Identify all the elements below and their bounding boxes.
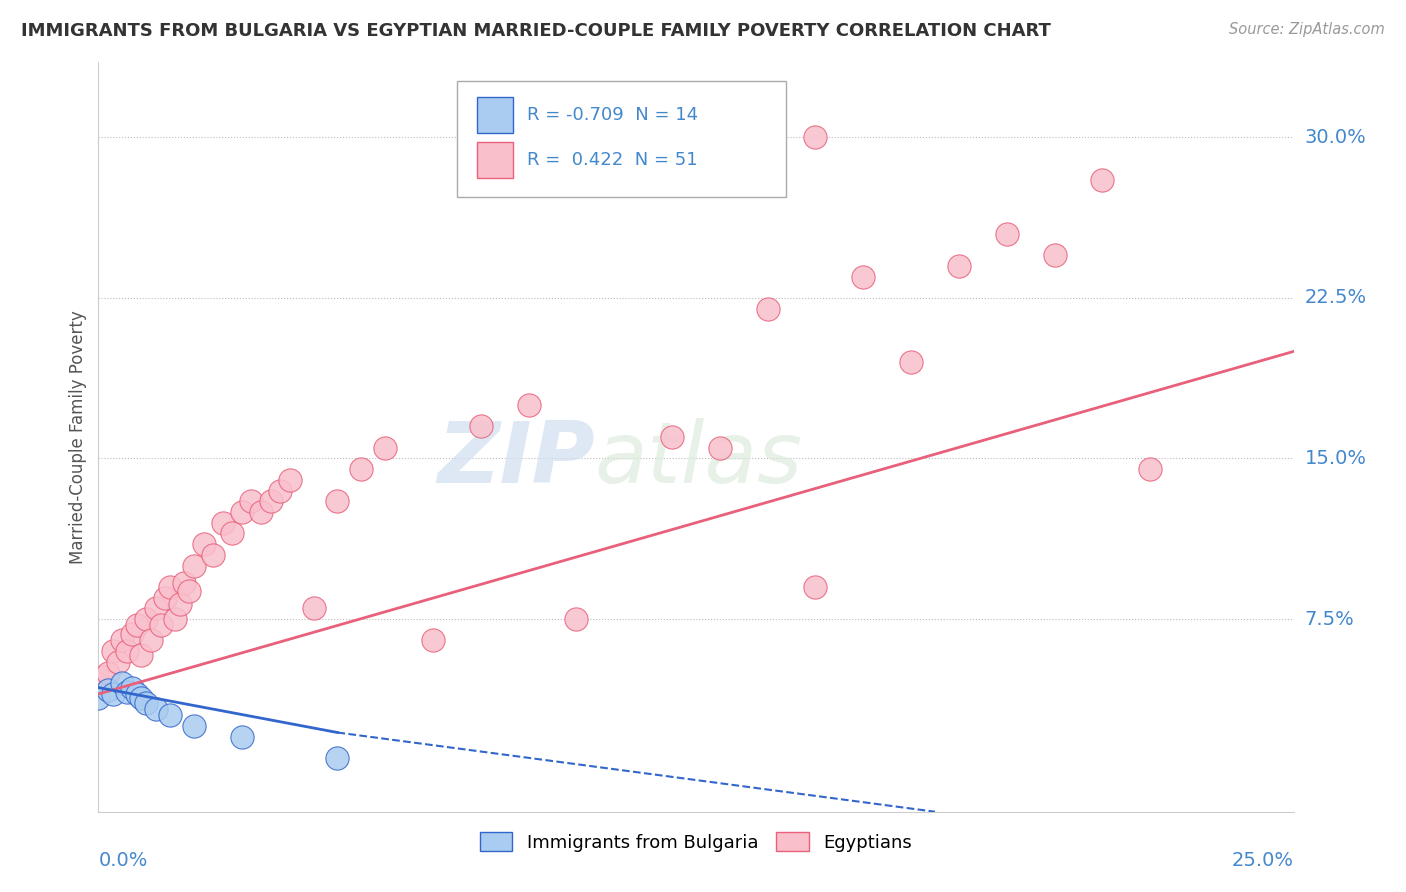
Point — [97, 682, 120, 697]
Text: R = -0.709  N = 14: R = -0.709 N = 14 — [527, 106, 699, 124]
Point — [231, 730, 253, 744]
Point — [125, 687, 148, 701]
Point — [111, 676, 134, 690]
Point — [852, 269, 875, 284]
FancyBboxPatch shape — [477, 97, 513, 133]
Y-axis label: Married-Couple Family Poverty: Married-Couple Family Poverty — [69, 310, 87, 564]
Point — [149, 618, 172, 632]
Point — [565, 612, 588, 626]
Point — [101, 687, 124, 701]
Point — [159, 580, 181, 594]
Point — [804, 580, 827, 594]
Point — [470, 419, 492, 434]
Point — [221, 526, 243, 541]
Point — [326, 494, 349, 508]
Point — [661, 430, 683, 444]
Point — [193, 537, 215, 551]
Point — [163, 612, 186, 626]
Point — [111, 633, 134, 648]
Point — [517, 398, 540, 412]
Point — [250, 505, 273, 519]
Text: R =  0.422  N = 51: R = 0.422 N = 51 — [527, 151, 699, 169]
Point — [125, 618, 148, 632]
Point — [1139, 462, 1161, 476]
Point — [131, 691, 153, 706]
Point — [948, 259, 970, 273]
Text: IMMIGRANTS FROM BULGARIA VS EGYPTIAN MARRIED-COUPLE FAMILY POVERTY CORRELATION C: IMMIGRANTS FROM BULGARIA VS EGYPTIAN MAR… — [21, 22, 1050, 40]
Text: 0.0%: 0.0% — [98, 851, 148, 870]
Point — [202, 548, 225, 562]
Point — [131, 648, 153, 663]
Point — [87, 676, 110, 690]
Point — [269, 483, 291, 498]
Point — [278, 473, 301, 487]
Point — [155, 591, 177, 605]
Point — [115, 685, 138, 699]
Legend: Immigrants from Bulgaria, Egyptians: Immigrants from Bulgaria, Egyptians — [472, 825, 920, 859]
Point — [422, 633, 444, 648]
Point — [302, 601, 325, 615]
Point — [259, 494, 281, 508]
Text: Source: ZipAtlas.com: Source: ZipAtlas.com — [1229, 22, 1385, 37]
Point — [326, 751, 349, 765]
Point — [1091, 173, 1114, 187]
FancyBboxPatch shape — [477, 142, 513, 178]
Text: atlas: atlas — [595, 418, 803, 501]
Point — [145, 601, 167, 615]
Point — [900, 355, 922, 369]
Point — [231, 505, 253, 519]
Point — [1043, 248, 1066, 262]
Point — [107, 655, 129, 669]
Point — [804, 130, 827, 145]
Point — [91, 670, 114, 684]
Point — [179, 584, 201, 599]
Point — [115, 644, 138, 658]
Text: 15.0%: 15.0% — [1305, 449, 1367, 468]
Point — [139, 633, 162, 648]
Point — [350, 462, 373, 476]
Point — [169, 597, 191, 611]
Point — [374, 441, 396, 455]
Point — [135, 612, 157, 626]
Point — [183, 719, 205, 733]
Point — [709, 441, 731, 455]
Text: 30.0%: 30.0% — [1305, 128, 1367, 147]
Point — [135, 696, 157, 710]
Point — [995, 227, 1018, 241]
Point — [756, 301, 779, 316]
Point — [183, 558, 205, 573]
Point — [121, 627, 143, 641]
Point — [159, 708, 181, 723]
FancyBboxPatch shape — [457, 81, 786, 197]
Text: 22.5%: 22.5% — [1305, 288, 1367, 308]
Point — [121, 681, 143, 695]
Point — [173, 575, 195, 590]
Point — [87, 691, 110, 706]
Text: 25.0%: 25.0% — [1232, 851, 1294, 870]
Text: 7.5%: 7.5% — [1305, 609, 1354, 629]
Point — [145, 702, 167, 716]
Point — [101, 644, 124, 658]
Point — [240, 494, 263, 508]
Point — [97, 665, 120, 680]
Point — [211, 516, 233, 530]
Text: ZIP: ZIP — [437, 418, 595, 501]
